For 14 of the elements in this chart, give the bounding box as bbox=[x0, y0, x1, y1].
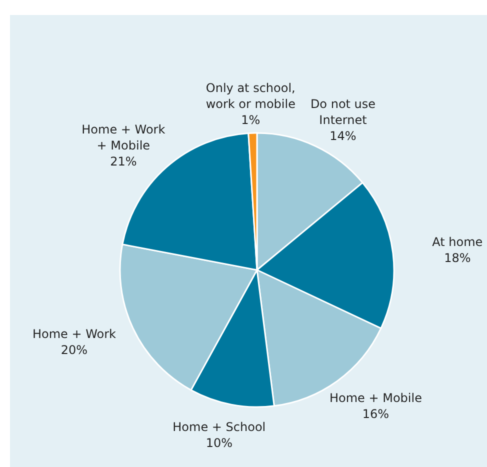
data-label: 10% bbox=[206, 436, 232, 450]
data-label: 14% bbox=[330, 128, 356, 143]
data-label: 1% bbox=[241, 113, 260, 128]
data-label: 18% bbox=[444, 251, 471, 266]
data-label: 16% bbox=[362, 407, 390, 422]
slice-label: At home bbox=[432, 235, 483, 250]
data-label: 21% bbox=[110, 154, 137, 169]
slice-label: Home + Work + Mobile bbox=[82, 122, 166, 153]
data-label: 20% bbox=[60, 343, 88, 358]
slice-label: Home + Mobile bbox=[329, 391, 422, 406]
slice-label: Home + School bbox=[172, 420, 266, 434]
slice-label: Do not use Internet bbox=[310, 96, 376, 127]
slice-label: Home + Work bbox=[32, 327, 116, 342]
slice-label: Only at school, work or mobile bbox=[206, 81, 296, 112]
